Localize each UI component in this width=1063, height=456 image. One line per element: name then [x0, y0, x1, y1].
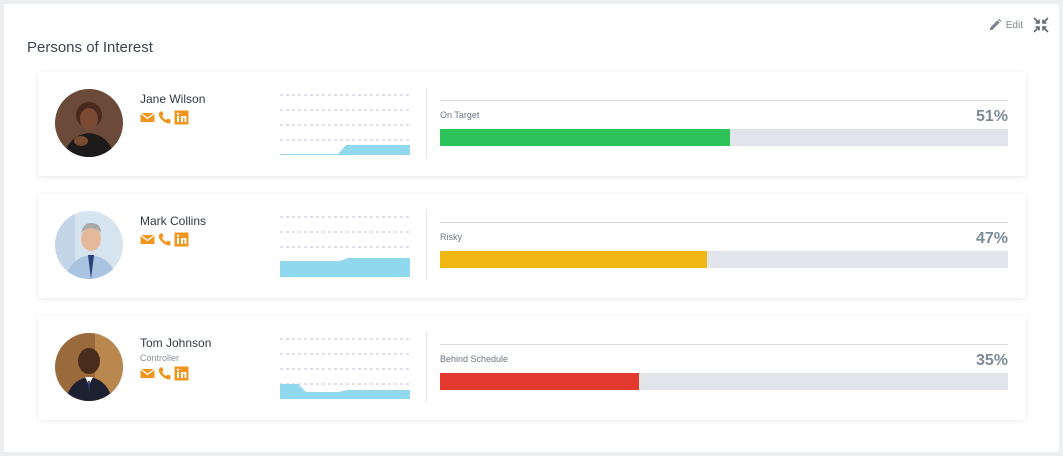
phone-icon[interactable] — [157, 110, 172, 125]
panel-toolbar: Edit — [988, 17, 1049, 33]
progress-fill — [440, 373, 639, 390]
activity-sparkline — [280, 216, 410, 277]
linkedin-icon[interactable] — [174, 232, 189, 247]
person-card-mark-collins: Mark Collins Risky 47% — [38, 194, 1026, 298]
email-icon[interactable] — [140, 366, 155, 381]
activity-sparkline — [280, 94, 410, 155]
avatar-photo — [55, 89, 123, 157]
progress-fill — [440, 251, 707, 268]
avatar[interactable] — [55, 211, 123, 279]
card-divider — [426, 332, 427, 402]
email-icon[interactable] — [140, 232, 155, 247]
collapse-button[interactable] — [1033, 17, 1049, 33]
status-label: Behind Schedule — [440, 354, 509, 364]
status-percent: 47% — [975, 230, 1008, 247]
person-name: Jane Wilson — [140, 92, 206, 106]
status-label: Risky — [440, 232, 462, 242]
avatar-photo — [55, 211, 123, 279]
phone-icon[interactable] — [157, 232, 172, 247]
avatar-photo — [55, 333, 123, 401]
person-role: Controller — [140, 353, 180, 363]
card-divider — [426, 210, 427, 280]
linkedin-icon[interactable] — [174, 366, 189, 381]
status-percent: 35% — [975, 352, 1008, 369]
collapse-icon — [1033, 17, 1049, 33]
person-card-tom-johnson: Tom Johnson Controller Behind Schedule 3… — [38, 316, 1026, 420]
progress-bar — [440, 129, 1008, 146]
progress-bar — [440, 251, 1008, 268]
card-divider — [426, 88, 427, 158]
contact-icons — [140, 110, 189, 125]
phone-icon[interactable] — [157, 366, 172, 381]
status-topline — [440, 100, 1008, 101]
contact-icons — [140, 366, 189, 381]
avatar[interactable] — [55, 89, 123, 157]
progress-fill — [440, 129, 730, 146]
pencil-icon — [989, 18, 1002, 31]
avatar[interactable] — [55, 333, 123, 401]
persons-of-interest-panel: Persons of Interest Edit — [4, 4, 1059, 452]
person-name: Tom Johnson — [140, 336, 212, 350]
edit-label: Edit — [1005, 19, 1023, 31]
status-label: On Target — [440, 110, 480, 120]
person-card-jane-wilson: Jane Wilson On Target 51% — [38, 72, 1026, 176]
status-percent: 51% — [975, 108, 1008, 125]
activity-sparkline — [280, 338, 410, 399]
person-name: Mark Collins — [140, 214, 207, 228]
linkedin-icon[interactable] — [174, 110, 189, 125]
email-icon[interactable] — [140, 110, 155, 125]
contact-icons — [140, 232, 189, 247]
status-topline — [440, 222, 1008, 223]
progress-bar — [440, 373, 1008, 390]
edit-button[interactable]: Edit — [988, 18, 1023, 32]
status-topline — [440, 344, 1008, 345]
panel-title: Persons of Interest — [27, 39, 153, 56]
